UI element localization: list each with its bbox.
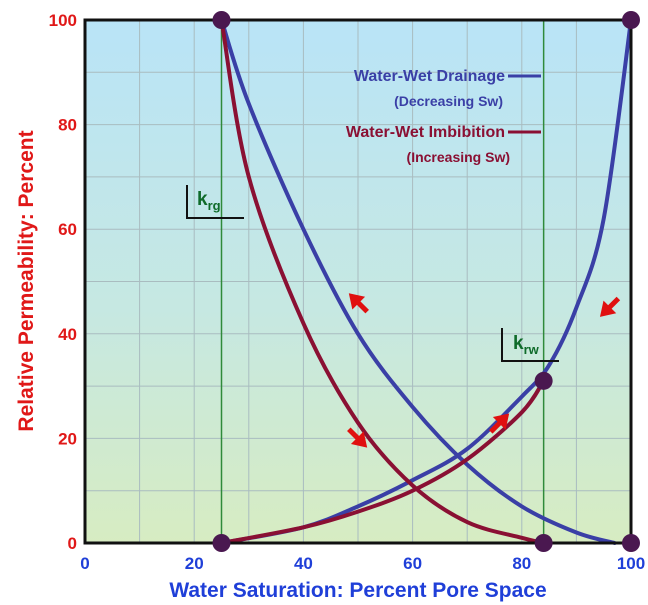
direction-arrow (348, 293, 369, 314)
x-tick-label: 80 (512, 554, 531, 573)
k-bracket (501, 328, 559, 362)
y-tick-label: 80 (58, 116, 77, 135)
endpoint-marker (212, 11, 231, 29)
legend-drainage-note: (Decreasing Sw) (394, 93, 503, 109)
markers (212, 11, 640, 552)
direction-arrow (347, 427, 368, 448)
direction-arrow (488, 413, 510, 434)
direction-arrow-head (492, 413, 510, 430)
direction-arrow-head (599, 300, 617, 317)
legend-drainage-label: Water-Wet Drainage (354, 68, 505, 85)
endpoint-marker (534, 534, 553, 552)
x-tick-label: 40 (294, 554, 313, 573)
endpoint-marker (534, 371, 553, 390)
reference-lines (220, 20, 545, 543)
y-tick-label: 100 (49, 11, 77, 30)
x-axis-title: Water Saturation: Percent Pore Space (169, 579, 546, 602)
y-tick-label: 20 (58, 429, 77, 448)
direction-arrow (599, 296, 621, 317)
direction-arrow-head (348, 293, 366, 310)
y-tick-label: 60 (58, 220, 77, 239)
endpoint-marker (622, 11, 640, 29)
y-tick-label: 0 (68, 534, 77, 553)
ticks: 0 20 40 60 80 100 0 20 40 60 80 100 (49, 11, 646, 573)
plot-frame (83, 18, 633, 545)
imbibition-krw-curve (219, 378, 546, 545)
series (219, 18, 633, 545)
imbibition-krg-curve (219, 18, 546, 545)
drainage-krg-curve (219, 18, 617, 545)
k-bracket (186, 185, 244, 219)
grid (85, 20, 631, 543)
y-axis-title: Relative Permeability: Percent (15, 130, 38, 431)
y-tick-label: 40 (58, 325, 77, 344)
direction-arrow-head (350, 431, 368, 448)
endpoint-marker (622, 534, 640, 552)
legend: Water-Wet Drainage (Decreasing Sw) Water… (346, 68, 541, 165)
arrows (347, 293, 621, 448)
x-tick-label: 0 (80, 554, 89, 573)
drainage-krw-curve (219, 18, 633, 545)
x-tick-label: 60 (403, 554, 422, 573)
x-tick-label: 20 (185, 554, 204, 573)
x-tick-label: 100 (617, 554, 645, 573)
legend-imbibition-label: Water-Wet Imbibition (346, 124, 505, 141)
legend-imbibition-note: (Increasing Sw) (407, 149, 510, 165)
endpoint-marker (212, 534, 231, 552)
